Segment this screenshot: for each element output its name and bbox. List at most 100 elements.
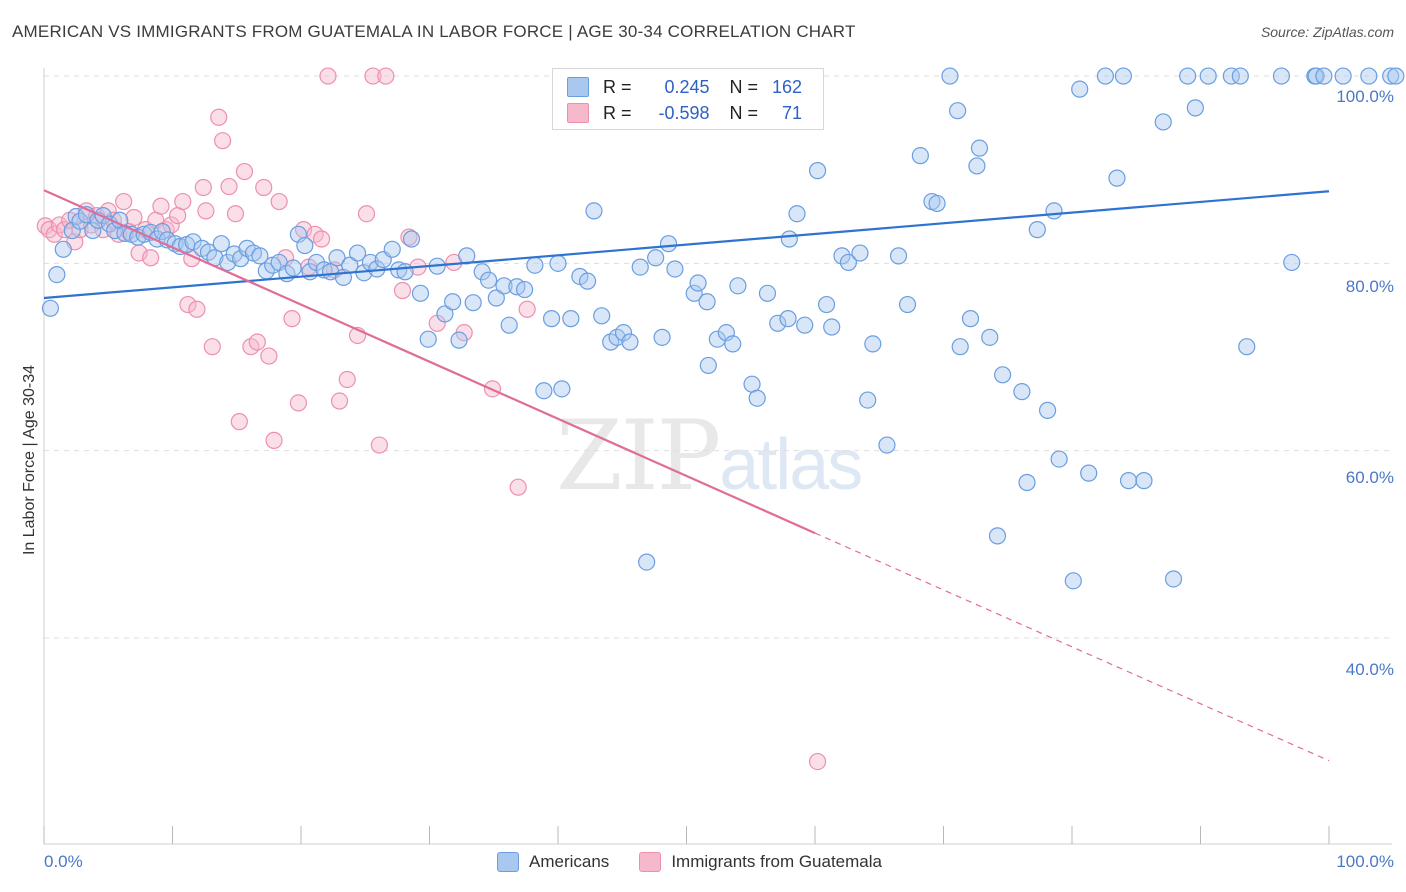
data-point	[621, 333, 639, 351]
data-point	[220, 177, 238, 196]
data-point	[788, 205, 806, 223]
x-tick-label-max: 100.0%	[1336, 852, 1394, 871]
data-point	[1108, 169, 1126, 187]
chart-title: AMERICAN VS IMMIGRANTS FROM GUATEMALA IN…	[12, 22, 856, 41]
y-tick-label-40: 40.0%	[1345, 660, 1394, 679]
data-point	[1231, 67, 1249, 85]
y-tick-label-100: 100.0%	[1336, 87, 1394, 106]
chart-source: Source: ZipAtlas.com	[1260, 24, 1394, 40]
data-point	[500, 316, 518, 334]
watermark-zip: ZIP	[556, 400, 721, 512]
data-point	[1114, 67, 1133, 85]
americans-swatch	[567, 77, 589, 97]
data-point	[411, 284, 430, 302]
data-point	[1045, 202, 1063, 220]
data-point	[941, 67, 959, 85]
data-point	[653, 328, 671, 346]
data-point	[436, 305, 454, 323]
guatemala-points	[36, 67, 827, 771]
data-point	[260, 347, 278, 365]
legend-americans-swatch	[497, 852, 519, 872]
data-point	[553, 380, 571, 398]
data-point	[377, 67, 395, 85]
legend-americans-label: Americans	[529, 852, 610, 871]
data-point	[284, 259, 302, 277]
data-point	[235, 162, 254, 181]
data-point	[729, 277, 747, 295]
series-legend: Americans Immigrants from Guatemala	[497, 852, 882, 872]
data-point	[125, 208, 143, 227]
data-point	[142, 249, 160, 267]
data-point	[526, 256, 544, 274]
data-point	[174, 192, 192, 211]
data-point	[509, 478, 527, 496]
y-tick-label-80: 80.0%	[1345, 277, 1394, 296]
data-point	[796, 316, 814, 334]
r-value-americans: 0.245	[664, 76, 710, 97]
data-point	[54, 240, 72, 258]
americans-trend-line	[43, 190, 1330, 300]
data-point	[1028, 221, 1046, 239]
data-point	[1038, 401, 1057, 419]
data-point	[779, 310, 797, 328]
data-point	[1238, 338, 1256, 356]
data-point	[393, 281, 412, 300]
data-point	[562, 310, 580, 328]
data-point	[1272, 67, 1291, 85]
data-point	[188, 300, 206, 318]
y-axis-label: In Labor Force | Age 30-34	[21, 364, 38, 556]
data-point	[1096, 67, 1115, 85]
guatemala-trend-extension	[814, 532, 1330, 762]
legend-guatemala-label: Immigrants from Guatemala	[671, 852, 882, 871]
guatemala-trend-line	[43, 189, 816, 535]
data-point	[1071, 80, 1089, 98]
legend-row-americans: R = 0.245 N = 162	[567, 75, 802, 99]
trend-lines	[43, 189, 1330, 762]
x-tick-label-min: 0.0%	[44, 852, 83, 871]
data-point	[968, 157, 986, 175]
data-point	[348, 244, 367, 262]
watermark: ZIPatlas	[556, 400, 863, 512]
n-value-americans: 162	[771, 76, 803, 97]
data-point	[823, 318, 841, 336]
data-point	[1179, 67, 1197, 85]
n-value-guatemala: 71	[782, 102, 803, 123]
data-point	[889, 247, 908, 265]
data-point	[364, 67, 382, 85]
data-point	[419, 330, 437, 348]
data-point	[808, 162, 827, 180]
data-point	[283, 310, 301, 328]
data-point	[1135, 472, 1153, 490]
data-point	[203, 338, 221, 356]
data-point	[1199, 67, 1217, 85]
data-point	[949, 102, 967, 120]
data-point	[41, 299, 60, 317]
data-point	[210, 108, 228, 126]
data-point	[928, 194, 946, 213]
data-point	[226, 205, 245, 223]
data-point	[1387, 67, 1405, 85]
data-point	[48, 265, 66, 284]
data-point	[748, 389, 766, 407]
data-point	[878, 436, 896, 454]
data-point	[197, 202, 215, 220]
data-point	[981, 328, 999, 346]
data-point	[970, 139, 989, 157]
n-label: N =	[729, 102, 759, 123]
data-point	[270, 192, 288, 211]
data-point	[265, 431, 283, 449]
data-point	[951, 338, 969, 356]
data-point	[357, 205, 376, 223]
data-point	[638, 553, 656, 571]
data-point	[614, 324, 633, 342]
data-point	[859, 391, 877, 409]
r-label: R =	[603, 102, 632, 123]
data-point	[780, 230, 798, 248]
data-point	[758, 284, 777, 302]
data-point	[153, 222, 171, 241]
data-point	[911, 147, 929, 165]
data-point	[402, 230, 421, 248]
data-point	[319, 67, 337, 85]
data-point	[851, 244, 869, 262]
